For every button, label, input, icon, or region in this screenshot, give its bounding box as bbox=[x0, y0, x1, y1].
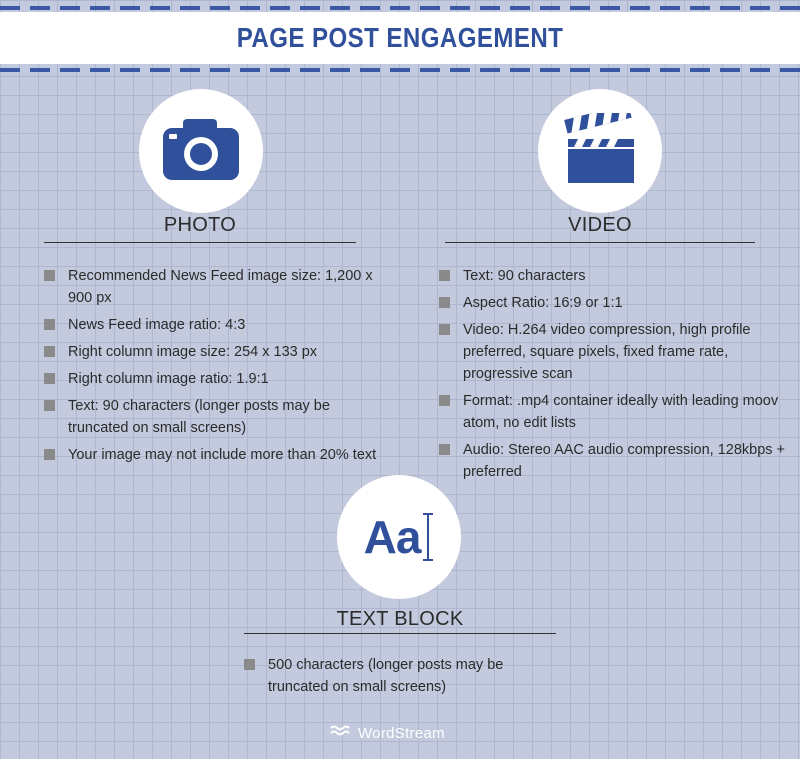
photo-spec-list: Recommended News Feed image size: 1,200 … bbox=[44, 265, 384, 471]
list-item: Text: 90 characters (longer posts may be… bbox=[44, 395, 384, 439]
list-item: Text: 90 characters bbox=[439, 265, 794, 287]
bullet-square-icon bbox=[44, 400, 55, 411]
video-divider bbox=[445, 242, 755, 243]
list-item-text: Aspect Ratio: 16:9 or 1:1 bbox=[463, 295, 623, 311]
header-bottom-dashed-border bbox=[0, 68, 800, 72]
bullet-square-icon bbox=[439, 395, 450, 406]
list-item-text: Format: .mp4 container ideally with lead… bbox=[463, 393, 779, 431]
bullet-square-icon bbox=[44, 449, 55, 460]
photo-icon-circle bbox=[139, 89, 263, 213]
header-top-dashed-border bbox=[0, 6, 800, 10]
wordstream-logo-text: WordStream bbox=[358, 724, 445, 742]
page-title: PAGE POST ENGAGEMENT bbox=[236, 22, 564, 53]
photo-divider bbox=[44, 242, 356, 243]
list-item-text: Right column image ratio: 1.9:1 bbox=[68, 371, 269, 387]
list-item: Video: H.264 video compression, high pro… bbox=[439, 319, 794, 385]
video-icon-circle bbox=[538, 89, 662, 213]
bullet-square-icon bbox=[244, 659, 255, 670]
list-item-text: Text: 90 characters bbox=[463, 268, 586, 284]
list-item: Aspect Ratio: 16:9 or 1:1 bbox=[439, 292, 794, 314]
list-item-text: Your image may not include more than 20%… bbox=[68, 447, 377, 463]
header: PAGE POST ENGAGEMENT bbox=[0, 0, 800, 72]
text-cursor-icon: Aa bbox=[364, 510, 435, 564]
bullet-square-icon bbox=[439, 324, 450, 335]
list-item-text: Text: 90 characters (longer posts may be… bbox=[68, 398, 330, 436]
text-block-icon-label: Aa bbox=[363, 511, 422, 563]
text-block-icon-circle: Aa bbox=[337, 475, 461, 599]
list-item-text: Audio: Stereo AAC audio compression, 128… bbox=[463, 442, 786, 480]
bullet-square-icon bbox=[44, 319, 55, 330]
photo-section-title: PHOTO bbox=[163, 214, 237, 236]
list-item-text: Video: H.264 video compression, high pro… bbox=[463, 322, 751, 382]
wordstream-logo: WordStream bbox=[330, 722, 470, 744]
list-item: Recommended News Feed image size: 1,200 … bbox=[44, 265, 384, 309]
list-item-text: Recommended News Feed image size: 1,200 … bbox=[68, 268, 373, 306]
list-item-text: Right column image size: 254 x 133 px bbox=[68, 344, 318, 360]
list-item-text: 500 characters (longer posts may be trun… bbox=[268, 657, 504, 695]
list-item: News Feed image ratio: 4:3 bbox=[44, 314, 384, 336]
text-block-section-title: TEXT BLOCK bbox=[336, 608, 464, 630]
list-item-text: News Feed image ratio: 4:3 bbox=[68, 317, 246, 333]
text-block-divider bbox=[244, 633, 556, 634]
list-item: Format: .mp4 container ideally with lead… bbox=[439, 390, 794, 434]
bullet-square-icon bbox=[439, 270, 450, 281]
bullet-square-icon bbox=[44, 346, 55, 357]
list-item: Right column image size: 254 x 133 px bbox=[44, 341, 384, 363]
list-item: Your image may not include more than 20%… bbox=[44, 444, 384, 466]
camera-icon bbox=[159, 116, 243, 187]
text-block-spec-list: 500 characters (longer posts may be trun… bbox=[244, 654, 504, 703]
list-item: 500 characters (longer posts may be trun… bbox=[244, 654, 504, 698]
wordstream-waves-icon bbox=[330, 724, 352, 742]
bullet-square-icon bbox=[439, 444, 450, 455]
header-band bbox=[0, 12, 800, 64]
video-spec-list: Text: 90 characters Aspect Ratio: 16:9 or… bbox=[439, 265, 794, 488]
bullet-square-icon bbox=[439, 297, 450, 308]
video-section-title: VIDEO bbox=[568, 214, 632, 236]
bullet-square-icon bbox=[44, 270, 55, 281]
bullet-square-icon bbox=[44, 373, 55, 384]
clapperboard-icon bbox=[562, 103, 638, 190]
list-item: Right column image ratio: 1.9:1 bbox=[44, 368, 384, 390]
list-item: Audio: Stereo AAC audio compression, 128… bbox=[439, 439, 794, 483]
